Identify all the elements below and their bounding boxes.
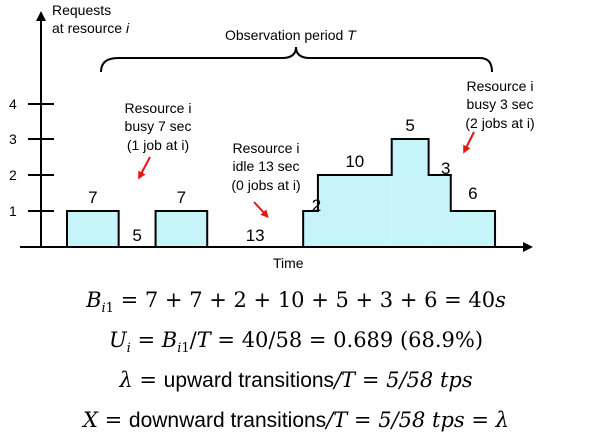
- busy-block-5: [317, 175, 392, 247]
- annotation-arrow-busy-3: [463, 131, 475, 154]
- duration-label-4: 2: [312, 196, 321, 215]
- svg-text:(1 job at i): (1 job at i): [127, 137, 189, 153]
- equation-arrival-word: upward transitions: [163, 369, 335, 392]
- duration-label-0: 7: [88, 188, 97, 207]
- duration-label-5: 10: [345, 152, 364, 171]
- svg-text:Resource i: Resource i: [467, 78, 534, 94]
- svg-text:Resource i: Resource i: [125, 100, 192, 116]
- x-axis-label: Time: [273, 255, 304, 271]
- duration-label-6: 5: [405, 116, 414, 135]
- busy-block-8: [450, 211, 496, 247]
- equation-arrival-rate: λ = upward transitions/T = 5/58 tps: [119, 368, 473, 392]
- y-tick-2: 2: [9, 167, 17, 183]
- observation-brace: [100, 46, 493, 73]
- busy-block-6: [391, 139, 429, 247]
- observation-period-label: Observation period T: [225, 27, 357, 43]
- y-tick-4: 4: [9, 96, 17, 112]
- duration-label-7: 3: [441, 159, 450, 178]
- annotation-busy-3: Resource i busy 3 sec (2 jobs at i): [465, 78, 534, 131]
- resource-timeline-diagram: Requests at resource i 1 2 3 4 Time Obse…: [9, 2, 535, 271]
- busy-blocks: [66, 138, 497, 248]
- svg-text:(2 jobs at i): (2 jobs at i): [465, 115, 534, 131]
- y-tick-3: 3: [9, 131, 17, 147]
- annotation-arrow-busy-7: [138, 156, 151, 180]
- duration-labels: 7 5 7 13 2 10 5 36: [88, 116, 478, 245]
- busy-block-2: [155, 211, 208, 247]
- equation-busy-time: Bi1 = 7 + 7 + 2 + 10 + 5 + 3 + 6 = 40s: [86, 288, 506, 317]
- y-axis-label-line2: at resource i: [52, 20, 130, 36]
- duration-label-1: 5: [132, 226, 141, 245]
- busy-block-0: [67, 211, 119, 247]
- svg-text:busy 3 sec: busy 3 sec: [467, 96, 534, 112]
- duration-label-8: 6: [468, 184, 477, 203]
- svg-text:(0 jobs at i): (0 jobs at i): [231, 177, 300, 193]
- y-tick-1: 1: [9, 203, 17, 219]
- y-axis-label-line1: Requests: [52, 2, 111, 18]
- svg-text:Resource i: Resource i: [233, 140, 300, 156]
- duration-label-2: 7: [177, 188, 186, 207]
- duration-label-3: 13: [246, 226, 265, 245]
- svg-text:busy 7 sec: busy 7 sec: [125, 118, 192, 134]
- equation-throughput: X = downward transitions/T = 5/58 tps = …: [83, 408, 509, 432]
- y-ticks: 1 2 3 4: [9, 96, 54, 219]
- svg-text:idle 13 sec: idle 13 sec: [233, 158, 300, 174]
- annotation-arrow-idle-13: [253, 201, 269, 218]
- busy-block-7: [428, 175, 451, 247]
- equation-utilization: Ui = Bi1/T = 40/58 = 0.689 (68.9%): [108, 328, 484, 357]
- annotation-idle-13: Resource i idle 13 sec (0 jobs at i): [231, 140, 300, 193]
- annotation-busy-7: Resource i busy 7 sec (1 job at i): [125, 100, 192, 153]
- busy-block-4: [303, 211, 318, 247]
- equation-throughput-word: downward transitions: [128, 409, 327, 432]
